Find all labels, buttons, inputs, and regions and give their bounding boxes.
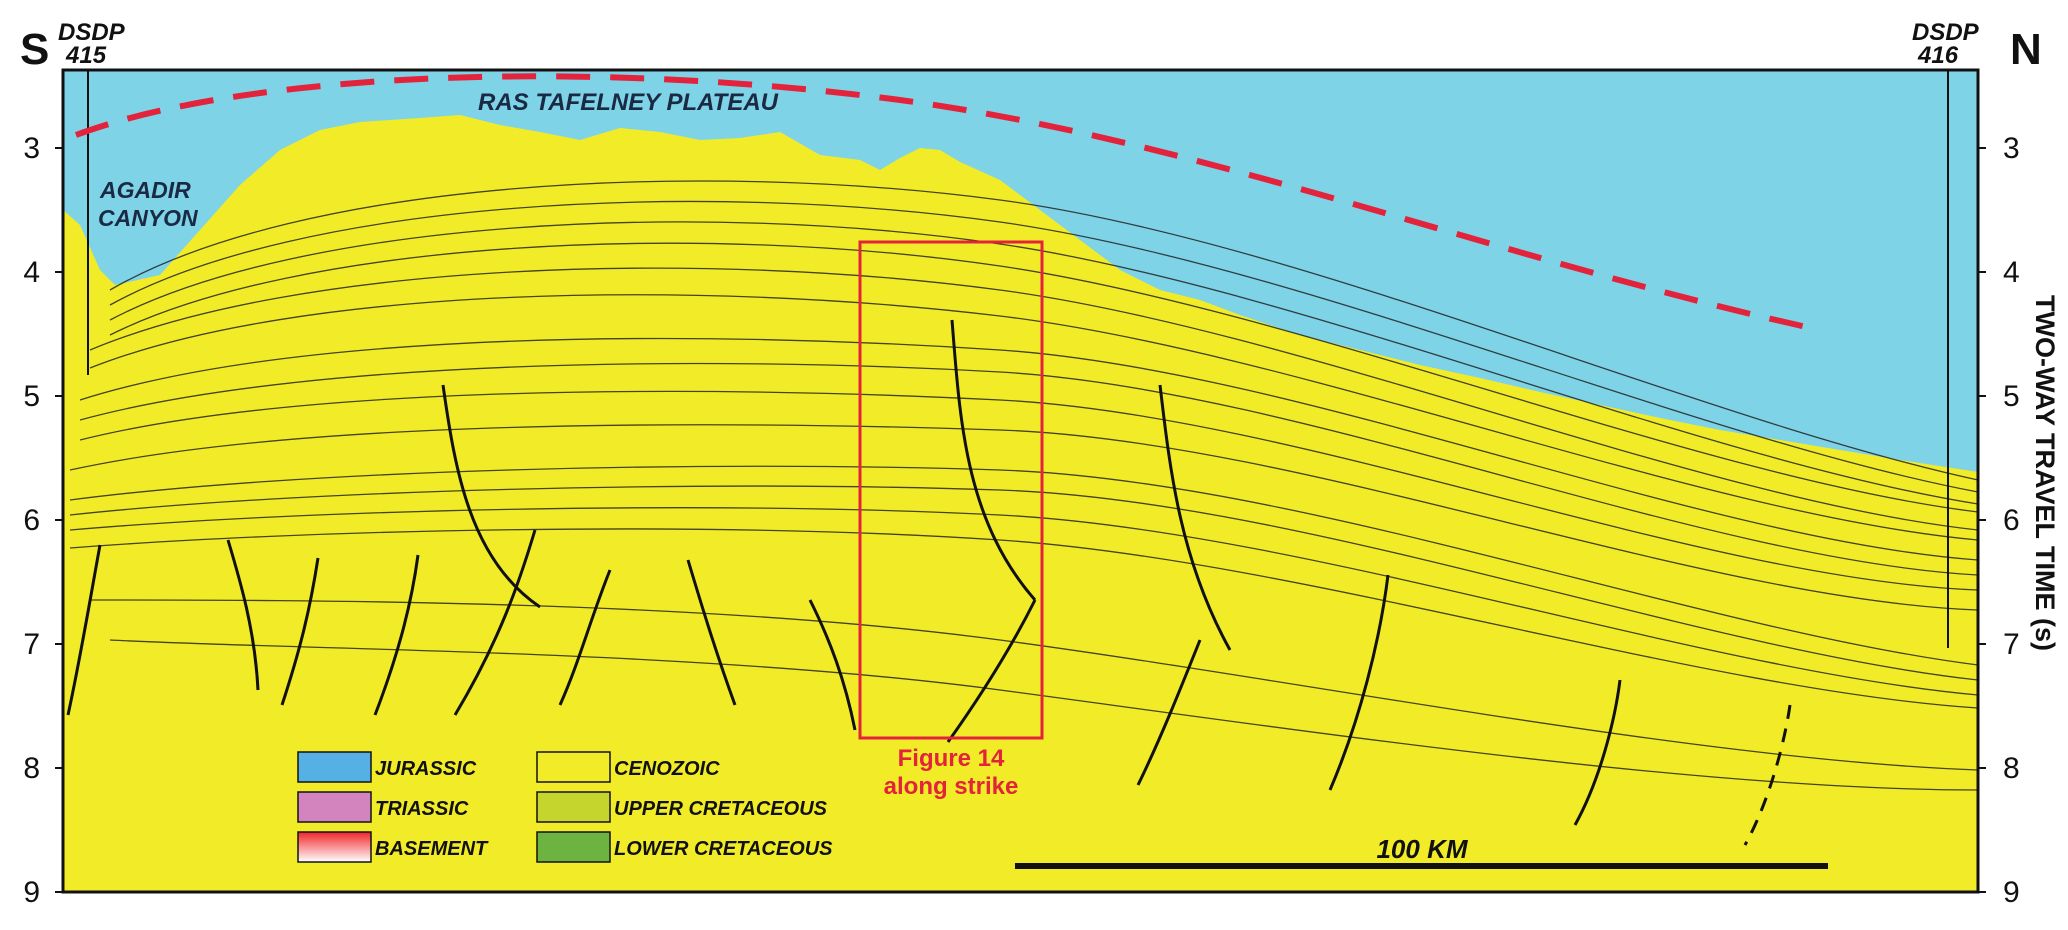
y-axis-title: TWO-WAY TRAVEL TIME (s) xyxy=(2030,295,2060,651)
canyon-label-line2: CANYON xyxy=(98,205,198,231)
legend-label-cenozoic: CENOZOIC xyxy=(614,758,720,780)
fault-lines xyxy=(66,319,1792,846)
y-tick-right-4: 4 xyxy=(2003,256,2020,289)
y-tick-right-3: 3 xyxy=(2003,132,2020,165)
y-tick-right-8: 8 xyxy=(2003,752,2020,785)
legend-swatch-jurassic xyxy=(297,751,372,783)
reflector-lines xyxy=(69,180,1978,791)
scale-bar-label: 100 KM xyxy=(1376,834,1468,864)
legend-label-lower-cretaceous: LOWER CRETACEOUS xyxy=(614,838,833,860)
y-tick-right-5: 5 xyxy=(2003,380,2020,413)
y-tick-left-6: 6 xyxy=(23,504,40,537)
legend-label-jurassic: JURASSIC xyxy=(375,758,477,780)
canyon-label-line1: AGADIR xyxy=(99,177,191,203)
legend-label-upper-cretaceous: UPPER CRETACEOUS xyxy=(614,798,828,820)
direction-north: N xyxy=(2010,25,2042,74)
legend-label-basement: BASEMENT xyxy=(375,838,489,860)
y-tick-left-9: 9 xyxy=(23,876,40,909)
figure-14-box xyxy=(858,240,1044,740)
legend-label-triassic: TRIASSIC xyxy=(375,798,469,820)
legend: JURASSIC TRIASSIC BASEMENT CENOZOIC UPPE… xyxy=(297,751,833,863)
plateau-label: RAS TAFELNEY PLATEAU xyxy=(478,89,779,116)
legend-swatch-upper-cretaceous xyxy=(536,791,611,823)
well-415-name: DSDP xyxy=(58,19,126,46)
legend-swatch-cenozoic xyxy=(536,751,611,783)
plateau-dashed-line xyxy=(74,73,1821,333)
well-416-name: DSDP xyxy=(1912,19,1980,46)
y-axis-right xyxy=(1978,147,1986,893)
y-tick-left-7: 7 xyxy=(23,628,40,661)
y-tick-left-3: 3 xyxy=(23,132,40,165)
cenozoic-layer xyxy=(63,115,1978,892)
direction-south: S xyxy=(20,25,49,74)
figure-14-label-line1: Figure 14 xyxy=(898,745,1005,772)
y-tick-right-6: 6 xyxy=(2003,504,2020,537)
figure-14-label-line2: along strike xyxy=(884,773,1019,800)
y-tick-right-9: 9 xyxy=(2003,876,2020,909)
y-tick-left-4: 4 xyxy=(23,256,40,289)
plot-frame xyxy=(61,68,1980,894)
legend-swatch-lower-cretaceous xyxy=(536,831,611,863)
well-415-number: 415 xyxy=(65,42,107,69)
legend-swatch-basement xyxy=(297,831,372,863)
well-416-number: 416 xyxy=(1917,42,1959,69)
y-tick-left-5: 5 xyxy=(23,380,40,413)
y-axis-left xyxy=(55,147,63,893)
y-tick-right-7: 7 xyxy=(2003,628,2020,661)
legend-swatch-triassic xyxy=(297,791,372,823)
y-tick-left-8: 8 xyxy=(23,752,40,785)
